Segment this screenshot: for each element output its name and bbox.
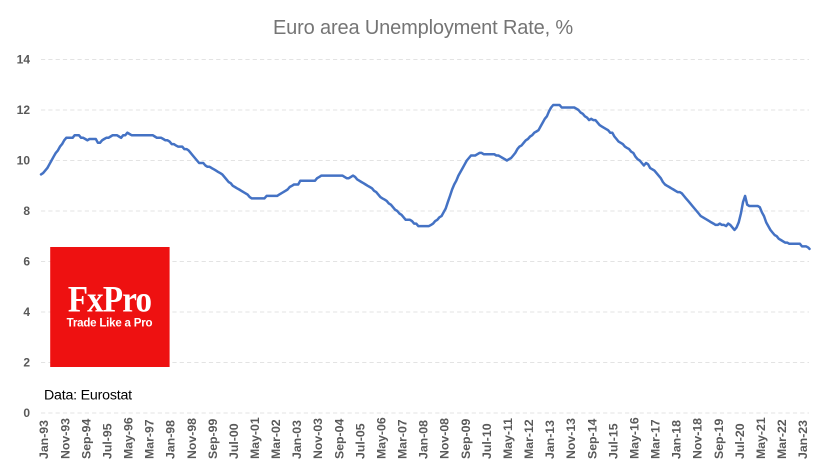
svg-text:Jul-20: Jul-20	[733, 423, 747, 459]
svg-text:May-21: May-21	[754, 417, 768, 459]
svg-text:Sep-14: Sep-14	[585, 419, 599, 459]
svg-text:Mar-97: Mar-97	[143, 419, 157, 459]
svg-text:Mar-07: Mar-07	[396, 419, 410, 459]
svg-text:Jan-03: Jan-03	[290, 420, 304, 459]
svg-text:10: 10	[17, 154, 31, 168]
svg-text:Sep-04: Sep-04	[332, 419, 346, 459]
svg-text:Sep-99: Sep-99	[206, 419, 220, 459]
svg-text:Jan-08: Jan-08	[417, 420, 431, 459]
svg-text:Jan-18: Jan-18	[670, 420, 684, 459]
svg-text:Mar-17: Mar-17	[649, 419, 663, 459]
svg-text:6: 6	[23, 255, 30, 269]
svg-text:Jan-93: Jan-93	[37, 420, 51, 459]
svg-text:FxPro: FxPro	[68, 279, 152, 320]
svg-text:Jul-05: Jul-05	[353, 423, 367, 459]
svg-text:0: 0	[23, 406, 30, 420]
svg-text:Jan-98: Jan-98	[164, 420, 178, 459]
svg-text:Mar-02: Mar-02	[269, 419, 283, 459]
svg-text:Nov-08: Nov-08	[438, 418, 452, 459]
svg-text:4: 4	[23, 305, 30, 319]
svg-text:Jul-15: Jul-15	[606, 423, 620, 459]
svg-text:May-16: May-16	[627, 417, 641, 459]
svg-text:Jul-10: Jul-10	[480, 423, 494, 459]
svg-text:Mar-12: Mar-12	[522, 419, 536, 459]
svg-text:Nov-93: Nov-93	[58, 418, 72, 459]
svg-text:Nov-98: Nov-98	[185, 418, 199, 459]
svg-text:Nov-13: Nov-13	[564, 418, 578, 459]
svg-text:Sep-94: Sep-94	[79, 419, 93, 459]
svg-text:Sep-19: Sep-19	[712, 419, 726, 459]
svg-text:Sep-09: Sep-09	[459, 419, 473, 459]
svg-text:2: 2	[23, 356, 30, 370]
svg-text:Euro area Unemployment Rate, %: Euro area Unemployment Rate, %	[273, 17, 573, 39]
svg-text:Nov-18: Nov-18	[691, 418, 705, 459]
svg-text:Data: Eurostat: Data: Eurostat	[44, 388, 132, 404]
svg-text:Nov-03: Nov-03	[311, 418, 325, 459]
svg-text:8: 8	[23, 204, 30, 218]
svg-text:Mar-22: Mar-22	[775, 419, 789, 459]
svg-text:May-06: May-06	[375, 417, 389, 459]
svg-text:May-01: May-01	[248, 417, 262, 459]
svg-text:Jan-13: Jan-13	[543, 420, 557, 459]
svg-text:Jan-23: Jan-23	[796, 420, 810, 459]
svg-text:Jul-00: Jul-00	[227, 423, 241, 459]
svg-text:14: 14	[17, 53, 31, 67]
svg-text:12: 12	[17, 103, 31, 117]
svg-text:Jul-95: Jul-95	[100, 423, 114, 459]
svg-text:May-11: May-11	[501, 418, 515, 459]
svg-text:Trade Like a Pro: Trade Like a Pro	[67, 318, 153, 330]
svg-text:May-96: May-96	[122, 417, 136, 459]
